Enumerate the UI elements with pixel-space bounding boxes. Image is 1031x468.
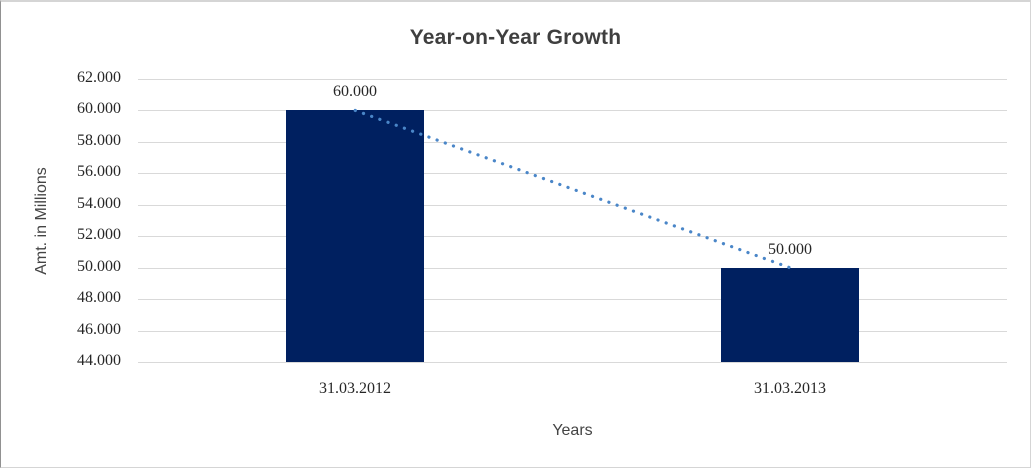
y-tick-label: 56.000 [77,163,121,180]
y-tick-label: 46.000 [77,321,121,338]
gridline [138,110,1007,111]
gridline [138,142,1007,143]
gridline [138,331,1007,332]
x-axis-title: Years [552,422,593,439]
y-tick-label: 62.000 [77,69,121,86]
y-tick-label: 48.000 [77,289,121,306]
y-tick-label: 54.000 [77,195,121,212]
x-tick-label: 31.03.2012 [319,380,391,397]
y-tick-label: 50.000 [77,258,121,275]
bar-31.03.2013 [721,268,859,362]
y-tick-label: 52.000 [77,226,121,243]
gridline [138,299,1007,300]
bar-data-label: 60.000 [333,83,377,100]
gridline [138,268,1007,269]
y-tick-label: 60.000 [77,100,121,117]
trendline [353,108,792,270]
chart-title: Year-on-Year Growth [409,26,622,49]
gridline [138,205,1007,206]
bar-data-label: 50.000 [768,241,812,258]
x-tick-label: 31.03.2013 [754,380,826,397]
y-tick-label: 58.000 [77,132,121,149]
gridline [138,173,1007,174]
gridline [138,79,1007,80]
bar-31.03.2012 [286,110,424,362]
y-tick-label: 44.000 [77,352,121,369]
gridline [138,362,1007,363]
gridline [138,236,1007,237]
